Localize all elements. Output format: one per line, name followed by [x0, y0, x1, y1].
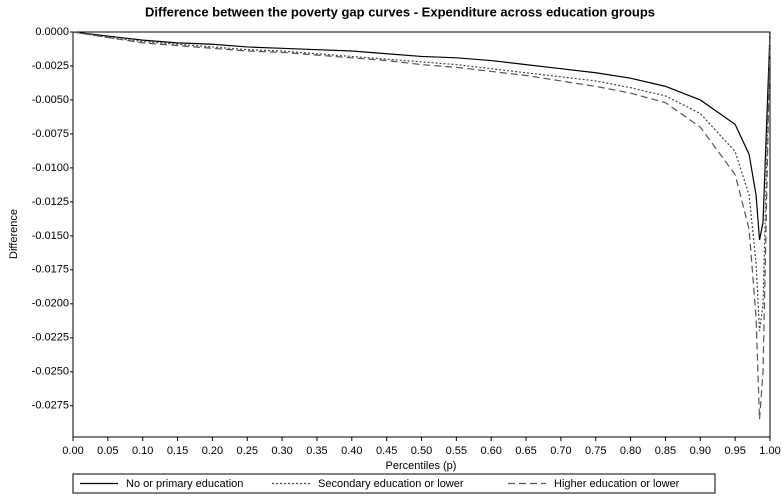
series-line [72, 31, 771, 420]
x-tick-label: 0.30 [271, 445, 292, 457]
x-tick-label: 0.65 [515, 445, 536, 457]
x-tick-label: 1.00 [759, 445, 780, 457]
y-tick-label: 0.0000 [35, 26, 69, 38]
x-tick-label: 0.95 [724, 445, 745, 457]
y-tick-label: -0.0100 [32, 162, 69, 174]
series-line [72, 31, 771, 241]
y-tick-label: -0.0275 [32, 400, 69, 412]
y-tick-label: -0.0125 [32, 196, 69, 208]
y-tick-label: -0.0250 [32, 366, 69, 378]
x-tick-label: 0.70 [550, 445, 571, 457]
x-tick-label: 0.45 [376, 445, 397, 457]
y-tick-label: -0.0025 [32, 60, 69, 72]
x-tick-label: 0.40 [341, 445, 362, 457]
plot-frame [72, 31, 771, 438]
x-tick-label: 0.05 [97, 445, 118, 457]
y-tick-label: -0.0225 [32, 332, 69, 344]
x-tick-label: 0.55 [446, 445, 467, 457]
x-tick-label: 0.15 [167, 445, 188, 457]
x-tick-label: 0.20 [202, 445, 223, 457]
y-tick-label: -0.0175 [32, 264, 69, 276]
x-tick-label: 0.00 [62, 445, 83, 457]
x-tick-label: 0.85 [655, 445, 676, 457]
x-axis-label: Percentiles (p) [386, 460, 457, 472]
x-tick-label: 0.35 [306, 445, 327, 457]
legend-label: No or primary education [126, 478, 243, 490]
chart-title: Difference between the poverty gap curve… [145, 4, 655, 19]
legend-box [72, 473, 716, 494]
y-tick-label: -0.0200 [32, 298, 69, 310]
y-tick-label: -0.0150 [32, 230, 69, 242]
legend-label: Secondary education or lower [318, 478, 464, 490]
x-tick-label: 0.75 [585, 445, 606, 457]
x-tick-label: 0.10 [132, 445, 153, 457]
y-axis-label: Difference [8, 209, 20, 259]
y-tick-label: -0.0050 [32, 94, 69, 106]
y-tick-label: -0.0075 [32, 128, 69, 140]
x-tick-label: 0.25 [237, 445, 258, 457]
legend-label: Higher education or lower [554, 478, 680, 490]
series-line [72, 31, 771, 332]
x-tick-label: 0.90 [690, 445, 711, 457]
x-tick-label: 0.50 [411, 445, 432, 457]
x-tick-label: 0.80 [620, 445, 641, 457]
x-tick-label: 0.60 [480, 445, 501, 457]
